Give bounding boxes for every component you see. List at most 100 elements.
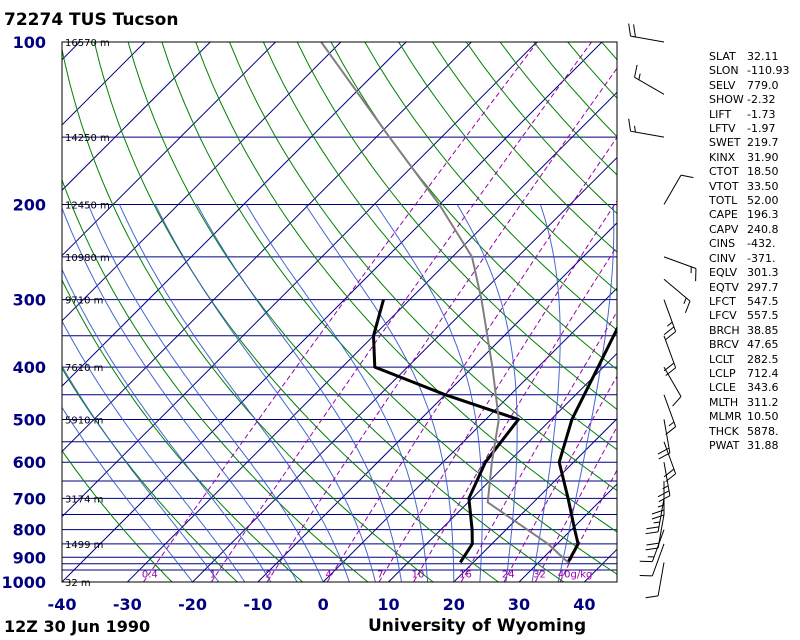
index-name: EQTV [709,280,739,294]
mixing-ratio-line [266,67,617,582]
moist-adiabat [375,204,483,582]
y-tick-label: 900 [13,548,46,567]
wind-barb-staff [663,394,677,427]
wind-barb-half [634,125,636,133]
dry-adiabat [364,42,617,331]
index-row: KINX 31.90 [709,151,799,165]
height-label: 1499 m [65,540,103,551]
index-name: MLMR [709,410,742,424]
dewpoint-profile [372,299,520,564]
index-value: 240.8 [747,222,779,236]
index-value: 31.90 [747,150,779,164]
mixing-ratio-line [460,310,617,582]
index-row: LFCT 547.5 [709,295,799,309]
index-name: CINS [709,237,736,251]
observation-time-label: 12Z 30 Jun 1990 [4,617,151,636]
moist-adiabat [196,204,402,582]
index-value: 32.11 [747,50,779,63]
height-label: 32 m [65,578,91,589]
moist-adiabat [62,319,246,582]
wind-barb-staff [663,256,697,269]
wind-barb-flag [646,526,660,530]
index-value: 311.2 [747,395,779,409]
x-tick-label: -10 [243,595,272,614]
x-tick-label: 30 [508,595,530,614]
isotherm-line [257,222,617,582]
mixing-ratio-label: 2 [265,569,271,580]
index-row: BRCV 47.65 [709,338,799,352]
wind-barb-staff [663,366,682,397]
isotherm-line [62,42,472,453]
wind-barb [663,366,682,407]
wind-barb-staff [663,174,682,205]
dry-adiabat [161,42,617,575]
mixing-ratio-label: 24 [502,569,515,580]
wind-barb-flag [634,64,638,78]
y-tick-label: 500 [13,410,46,429]
dry-adiabat [195,42,617,533]
index-value: 5878. [747,424,779,438]
index-value: 47.65 [747,338,779,352]
index-value: 38.85 [747,323,779,337]
moist-adiabat [304,204,455,582]
dry-adiabat [62,47,434,582]
data-source-label: University of Wyoming [368,616,587,636]
mixing-ratio-label: 10 [412,569,425,580]
mixing-ratio-label: 4 [325,569,331,580]
dry-adiabat [62,449,173,582]
index-row: LCLE 343.6 [709,381,799,395]
index-row: EQTV 297.7 [709,281,799,295]
wind-barb-staff [663,299,677,332]
index-value: 779.0 [747,78,779,92]
wind-barb-half [638,73,641,80]
wind-barb-staff [657,562,665,597]
wind-barb-flag [665,331,676,340]
wind-barb-flag [665,426,676,435]
wind-barb-half [666,321,673,327]
wind-barb [657,419,671,460]
isotherm-line [62,42,407,387]
moist-adiabat [557,204,615,582]
wind-barb-flag [658,452,671,460]
index-row: SHOW -2.32 [709,93,799,107]
index-row: MLMR 10.50 [709,410,799,424]
index-name: BRCV [709,338,739,352]
moist-adiabat [62,268,272,582]
isotherm-line [62,42,342,322]
moist-adiabat [531,204,561,582]
mixing-ratio-line [142,42,538,582]
height-label: 3174 m [65,494,103,505]
mixing-ratio-label: 40g/kg [558,569,593,580]
wind-barb-flag [651,509,665,515]
moist-adiabat [62,206,298,582]
index-value: -2.32 [747,93,776,107]
index-row: CAPE 196.3 [709,208,799,222]
index-value: 10.50 [747,410,779,424]
x-tick-label: 40 [573,595,595,614]
wind-barb [628,118,665,138]
wind-barb-flag [639,574,653,577]
index-name: SWET [709,136,741,150]
dry-adiabat [398,42,617,292]
wind-barb-staff [651,543,665,577]
moist-adiabat [62,365,220,582]
wind-barb-flag [645,531,659,535]
dry-adiabat [62,178,369,582]
index-row: TOTL 52.00 [709,194,799,208]
index-name: MLTH [709,395,739,409]
wind-barb-flag [639,560,653,563]
isotherm-line [126,91,617,582]
index-row: SELV 779.0 [709,79,799,93]
mixing-ratio-line [534,425,617,582]
index-row: SLON -110.93 [709,64,799,78]
wind-barb-flag [658,495,671,503]
x-tick-label: 10 [377,595,399,614]
index-name: LFCV [709,309,737,323]
index-row: BRCH 38.85 [709,324,799,338]
index-row: SLAT 32.11 [709,50,799,64]
wind-barb-flag [665,473,676,483]
wind-barb-half [653,521,660,524]
wind-barb-flag [684,300,691,314]
isotherm-line [192,156,617,582]
